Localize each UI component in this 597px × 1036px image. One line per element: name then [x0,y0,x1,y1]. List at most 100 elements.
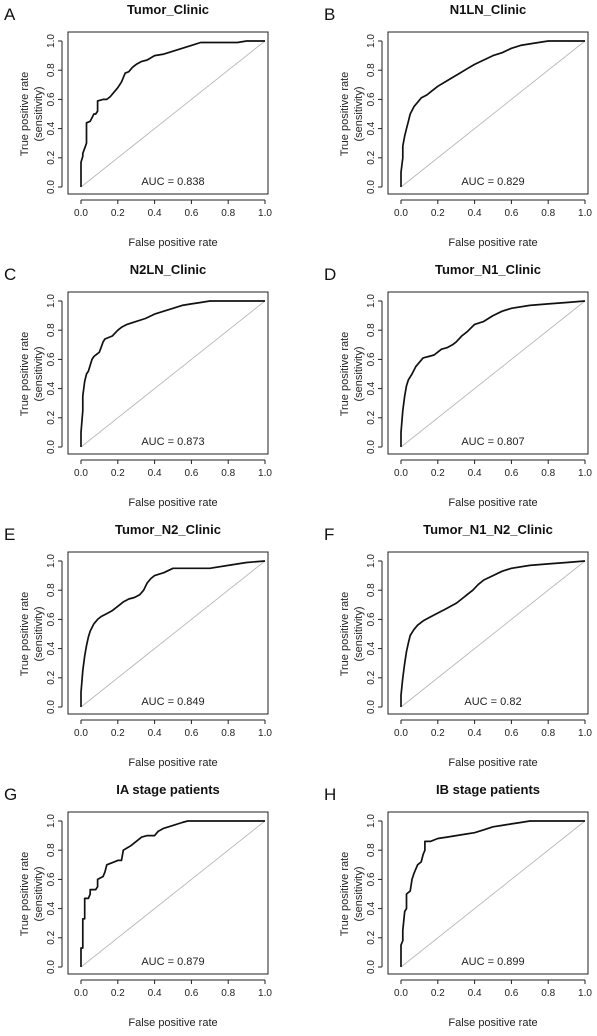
x-tick-label: 0.0 [74,468,88,479]
chart-title: IA stage patients [116,782,220,797]
roc-curve [400,300,586,447]
roc-panel-f: F Tumor_N1_N2_Clinic 0.0 0.0 0.2 0.2 0.4 0.4 0.6… [324,522,592,769]
auc-annotation: AUC = 0.899 [461,956,524,968]
x-tick-label: 1.0 [578,468,592,479]
x-tick-label: 0.2 [111,208,125,219]
roc-curve [400,820,585,967]
panel-letter: E [4,525,15,544]
auc-annotation: AUC = 0.829 [461,176,524,188]
plot-frame [67,31,269,195]
y-tick-label: 0.0 [46,960,57,974]
x-tick-label: 0.2 [431,728,445,739]
auc-annotation: AUC = 0.873 [141,436,204,448]
y-tick-label: 0.2 [366,670,377,684]
roc-panel-h: H IB stage patients 0.0 0.0 0.2 0.2 0.4 0.4 0.6 0… [324,782,592,1029]
x-tick-label: 0.8 [541,988,555,999]
panel-letter: H [324,785,336,804]
x-tick-label: 0.8 [541,208,555,219]
x-axis-title: False positive rate [448,497,537,509]
x-tick-label: 0.4 [468,208,482,219]
y-axis-title: (sensitivity) [33,346,45,401]
plot-frame [387,551,589,715]
x-tick-label: 0.6 [184,728,198,739]
y-tick-label: 0.8 [46,63,57,77]
y-tick-label: 0.4 [366,901,377,915]
y-tick-label: 0.4 [46,381,57,395]
panel-letter: G [4,785,17,804]
y-tick-label: 0.4 [46,901,57,915]
chance-diagonal [400,300,586,448]
chance-diagonal [80,300,266,448]
x-tick-label: 0.4 [148,728,162,739]
y-tick-label: 0.6 [366,92,377,106]
plot-frame [67,291,269,455]
y-tick-label: 0.2 [46,930,57,944]
panel-letter: D [324,265,336,284]
x-tick-label: 0.0 [74,208,88,219]
chart-title: Tumor_N1_Clinic [435,262,541,277]
x-axis-title: False positive rate [128,757,217,769]
auc-annotation: AUC = 0.879 [141,956,204,968]
y-axis-title: (sensitivity) [33,86,45,141]
y-tick-label: 0.6 [46,92,57,106]
y-tick-label: 0.6 [366,612,377,626]
x-tick-label: 0.8 [541,728,555,739]
y-tick-label: 1.0 [366,814,377,828]
x-tick-label: 0.0 [394,728,408,739]
y-tick-label: 0.4 [46,121,57,135]
y-tick-label: 1.0 [46,34,57,48]
x-tick-label: 1.0 [258,728,272,739]
x-tick-label: 0.0 [74,988,88,999]
chance-diagonal [80,560,266,708]
y-tick-label: 1.0 [366,554,377,568]
y-tick-label: 0.2 [46,410,57,424]
y-tick-label: 0.6 [46,872,57,886]
y-axis-title: True positive rate [339,332,351,417]
y-tick-label: 0.8 [46,583,57,597]
chart-title: N2LN_Clinic [130,262,207,277]
y-axis-title: (sensitivity) [353,866,365,921]
chance-diagonal [400,560,586,708]
y-tick-label: 0.0 [366,180,377,194]
y-tick-label: 0.8 [366,843,377,857]
roc-curve [400,40,585,187]
x-tick-label: 0.2 [431,988,445,999]
y-tick-label: 0.0 [366,440,377,454]
x-tick-label: 0.4 [468,988,482,999]
chance-diagonal [80,820,266,968]
x-tick-label: 0.0 [394,468,408,479]
x-tick-label: 1.0 [578,728,592,739]
roc-panel-c: C N2LN_Clinic 0.0 0.0 0.2 0.2 0.4 0.4 0.6 0.6 0.8 0… [4,262,272,509]
x-axis-title: False positive rate [448,237,537,249]
chart-title: N1LN_Clinic [450,2,527,17]
y-tick-label: 0.2 [46,670,57,684]
x-tick-label: 0.0 [394,208,408,219]
x-tick-label: 0.4 [468,728,482,739]
x-tick-label: 0.8 [221,988,235,999]
y-tick-label: 0.6 [46,352,57,366]
x-tick-label: 0.6 [184,988,198,999]
x-tick-label: 0.4 [148,988,162,999]
y-tick-label: 1.0 [46,554,57,568]
y-tick-label: 0.2 [366,930,377,944]
panel-letter: A [4,5,16,24]
panel-letter: C [4,265,16,284]
x-tick-label: 1.0 [258,988,272,999]
y-axis-title: True positive rate [339,852,351,937]
x-tick-label: 0.8 [221,208,235,219]
y-tick-label: 0.4 [366,641,377,655]
y-tick-label: 0.4 [46,641,57,655]
panel-letter: F [324,525,334,544]
roc-curve [80,820,265,967]
chart-title: Tumor_Clinic [127,2,209,17]
y-tick-label: 0.4 [366,121,377,135]
auc-annotation: AUC = 0.849 [141,696,204,708]
x-tick-label: 1.0 [258,468,272,479]
y-axis-title: True positive rate [19,852,31,937]
plot-frame [387,291,589,455]
x-tick-label: 1.0 [578,988,592,999]
roc-curve [80,560,266,707]
chance-diagonal [400,820,586,968]
auc-annotation: AUC = 0.838 [141,176,204,188]
